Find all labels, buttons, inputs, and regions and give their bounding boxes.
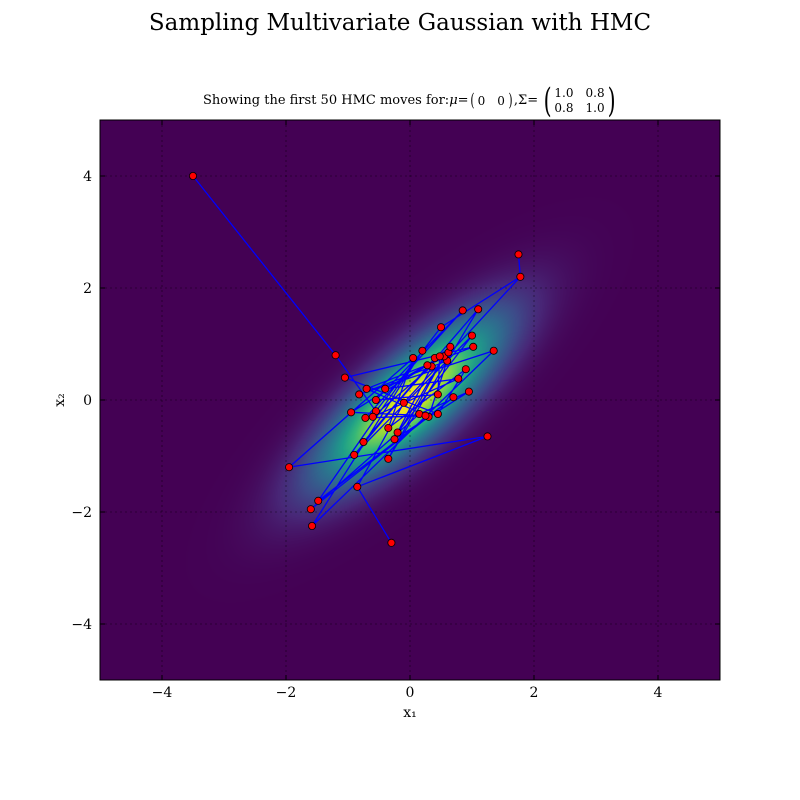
mu-symbol: μ xyxy=(449,93,458,108)
hmc-sample-point xyxy=(308,522,317,531)
y-tick-label: 4 xyxy=(83,169,92,185)
mu-vector: ( 0 0 ) xyxy=(469,90,513,111)
hmc-sample-point xyxy=(464,387,473,396)
hmc-sample-point xyxy=(331,351,340,360)
hmc-sample-point xyxy=(474,305,483,314)
x-tick-label: −4 xyxy=(152,685,173,701)
hmc-sample-point xyxy=(359,437,368,446)
y-axis-ticks: −4 −2 0 2 4 xyxy=(71,169,720,633)
y-tick-label: 2 xyxy=(83,281,92,297)
hmc-sample-point xyxy=(516,272,525,281)
x-tick-label: 0 xyxy=(406,685,415,701)
hmc-sample-point xyxy=(285,463,294,472)
figure-suptitle: Sampling Multivariate Gaussian with HMC xyxy=(148,10,652,36)
sigma-00: 1.0 xyxy=(554,86,574,100)
hmc-trajectory-segment xyxy=(356,486,392,544)
y-tick-label: −2 xyxy=(71,505,92,521)
hmc-sample-point xyxy=(384,423,393,432)
hmc-sample-point xyxy=(314,496,323,505)
hmc-sample-point xyxy=(467,331,476,340)
hmc-sample-point xyxy=(433,390,442,399)
hmc-sample-point xyxy=(423,361,432,370)
subtitle-comma: , xyxy=(513,93,519,108)
hmc-sample-point xyxy=(393,428,402,437)
mu-1: 0 xyxy=(497,94,505,108)
x-axis-ticks: −4 −2 0 2 4 xyxy=(152,120,663,701)
hmc-sample-point xyxy=(350,450,359,459)
hmc-sample-point xyxy=(361,413,370,422)
subtitle-prefix: Showing the first 50 HMC moves for: xyxy=(203,93,450,108)
hmc-sample-point xyxy=(355,390,364,399)
x-tick-label: −2 xyxy=(276,685,297,701)
hmc-sample-point xyxy=(449,393,458,402)
hmc-sample-point xyxy=(384,454,393,463)
hmc-sample-point xyxy=(371,395,380,404)
hmc-sample-point xyxy=(435,352,444,361)
hmc-sample-point xyxy=(188,171,197,180)
sigma-10: 0.8 xyxy=(554,101,574,115)
hmc-sample-point xyxy=(458,306,467,315)
hmc-sample-point xyxy=(469,342,478,351)
hmc-sample-point xyxy=(347,408,356,417)
y-tick-label: −4 xyxy=(71,617,92,633)
hmc-sample-point xyxy=(353,482,362,491)
hmc-sample-point xyxy=(409,353,418,362)
y-tick-label: 0 xyxy=(83,393,92,409)
sigma-matrix: ( 1.0 0.8 0.8 1.0 ) xyxy=(543,81,616,121)
sigma-01: 0.8 xyxy=(585,86,605,100)
grid xyxy=(100,120,720,680)
hmc-points xyxy=(188,171,525,547)
hmc-sample-point xyxy=(387,538,396,547)
hmc-sample-point xyxy=(390,435,399,444)
mu-0: 0 xyxy=(477,94,486,108)
y-axis-label: x₂ xyxy=(52,393,68,407)
hmc-sample-point xyxy=(461,365,470,374)
sigma-symbol: Σ xyxy=(518,93,528,108)
mu-equals: = xyxy=(457,93,469,108)
sigma-equals: = xyxy=(527,93,539,108)
hmc-sample-point xyxy=(436,323,445,332)
hmc-sample-point xyxy=(399,398,408,407)
hmc-sample-point xyxy=(340,373,349,382)
hmc-sample-point xyxy=(514,250,523,259)
hmc-sample-point xyxy=(362,384,371,393)
axes-title: Showing the first 50 HMC moves for: μ = … xyxy=(203,81,618,121)
hmc-sample-point xyxy=(381,384,390,393)
hmc-sample-point xyxy=(433,409,442,418)
x-tick-label: 4 xyxy=(654,685,663,701)
hmc-sample-point xyxy=(368,412,377,421)
hmc-sample-point xyxy=(306,505,315,514)
x-tick-label: 2 xyxy=(530,685,539,701)
x-axis-label: x₁ xyxy=(403,705,417,721)
hmc-trajectory xyxy=(192,175,521,527)
hmc-sample-point xyxy=(418,346,427,355)
hmc-sample-point xyxy=(454,374,463,383)
hmc-sample-point xyxy=(446,342,455,351)
hmc-sample-point xyxy=(489,346,498,355)
hmc-sample-point xyxy=(421,411,430,420)
sigma-11: 1.0 xyxy=(585,101,605,115)
hmc-sample-point xyxy=(483,432,492,441)
